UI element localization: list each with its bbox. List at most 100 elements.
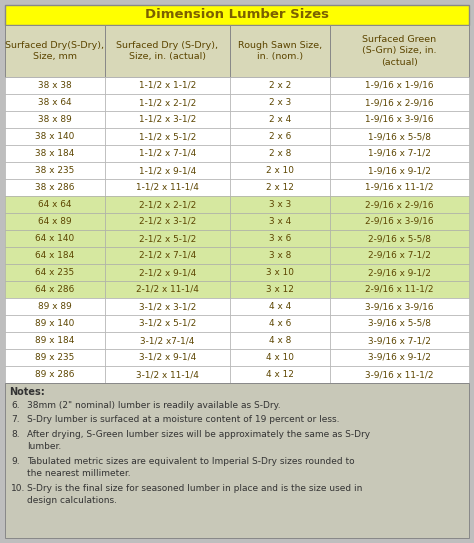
Bar — [105, 230, 230, 247]
Text: 2 x 3: 2 x 3 — [269, 98, 291, 107]
Text: 2-9/16 x 7-1/2: 2-9/16 x 7-1/2 — [368, 251, 431, 260]
Bar — [230, 366, 330, 383]
Text: 1-9/16 x 1-9/16: 1-9/16 x 1-9/16 — [365, 81, 434, 90]
Text: 89 x 140: 89 x 140 — [35, 319, 74, 328]
Text: 2 x 6: 2 x 6 — [269, 132, 291, 141]
Text: 7.: 7. — [11, 415, 19, 425]
Text: 8.: 8. — [11, 430, 19, 439]
Bar — [230, 281, 330, 298]
Bar — [5, 213, 105, 230]
Text: 89 x 235: 89 x 235 — [35, 353, 74, 362]
Bar — [230, 111, 330, 128]
Bar — [105, 128, 230, 145]
Bar — [105, 25, 230, 77]
Bar — [105, 196, 230, 213]
Text: 4 x 10: 4 x 10 — [266, 353, 294, 362]
Text: 38 x 184: 38 x 184 — [35, 149, 74, 158]
Bar — [230, 196, 330, 213]
Text: 4 x 8: 4 x 8 — [269, 336, 291, 345]
Bar — [330, 281, 469, 298]
Text: 3-1/2 x 5-1/2: 3-1/2 x 5-1/2 — [139, 319, 196, 328]
Text: 2-1/2 x 3-1/2: 2-1/2 x 3-1/2 — [139, 217, 196, 226]
Bar — [230, 179, 330, 196]
Text: 3-1/2 x 11-1/4: 3-1/2 x 11-1/4 — [136, 370, 199, 379]
Bar — [330, 366, 469, 383]
Bar — [330, 162, 469, 179]
Text: Surfaced Green
(S-Grn) Size, in.
(actual): Surfaced Green (S-Grn) Size, in. (actual… — [362, 35, 437, 67]
Text: 38 x 235: 38 x 235 — [35, 166, 74, 175]
Text: 2-1/2 x 7-1/4: 2-1/2 x 7-1/4 — [139, 251, 196, 260]
Text: 2-9/16 x 9-1/2: 2-9/16 x 9-1/2 — [368, 268, 431, 277]
Bar — [330, 298, 469, 315]
Bar — [105, 162, 230, 179]
Text: After drying, S-Green lumber sizes will be approximately the same as S-Dry
lumbe: After drying, S-Green lumber sizes will … — [27, 430, 370, 451]
Bar — [5, 281, 105, 298]
Bar — [105, 145, 230, 162]
Text: 3-9/16 x 7-1/2: 3-9/16 x 7-1/2 — [368, 336, 431, 345]
Bar — [5, 298, 105, 315]
Text: 2-1/2 x 9-1/4: 2-1/2 x 9-1/4 — [139, 268, 196, 277]
Bar — [330, 25, 469, 77]
Text: 4 x 6: 4 x 6 — [269, 319, 291, 328]
Bar — [105, 111, 230, 128]
Bar — [330, 179, 469, 196]
Bar — [230, 77, 330, 94]
Text: 3 x 3: 3 x 3 — [269, 200, 291, 209]
Bar — [330, 247, 469, 264]
Bar — [330, 349, 469, 366]
Text: 9.: 9. — [11, 457, 19, 466]
Text: 1-1/2 x 11-1/4: 1-1/2 x 11-1/4 — [136, 183, 199, 192]
Text: 2 x 12: 2 x 12 — [266, 183, 294, 192]
Bar — [105, 213, 230, 230]
Text: 3-1/2 x7-1/4: 3-1/2 x7-1/4 — [140, 336, 195, 345]
Text: Dimension Lumber Sizes: Dimension Lumber Sizes — [145, 9, 329, 22]
Text: 3 x 8: 3 x 8 — [269, 251, 291, 260]
Bar — [230, 94, 330, 111]
Bar — [230, 145, 330, 162]
Text: 3-9/16 x 3-9/16: 3-9/16 x 3-9/16 — [365, 302, 434, 311]
Text: 1-1/2 x 3-1/2: 1-1/2 x 3-1/2 — [139, 115, 196, 124]
Text: 3-1/2 x 3-1/2: 3-1/2 x 3-1/2 — [139, 302, 196, 311]
Bar — [5, 332, 105, 349]
Bar — [230, 264, 330, 281]
Bar — [230, 349, 330, 366]
Bar — [5, 77, 105, 94]
Bar — [230, 162, 330, 179]
Bar — [105, 264, 230, 281]
Bar — [105, 281, 230, 298]
Text: 1-9/16 x 5-5/8: 1-9/16 x 5-5/8 — [368, 132, 431, 141]
Text: 64 x 184: 64 x 184 — [35, 251, 74, 260]
Bar — [230, 315, 330, 332]
Text: Rough Sawn Size,
in. (nom.): Rough Sawn Size, in. (nom.) — [238, 41, 322, 61]
Text: 38 x 89: 38 x 89 — [38, 115, 72, 124]
Bar — [230, 332, 330, 349]
Text: 1-1/2 x 1-1/2: 1-1/2 x 1-1/2 — [139, 81, 196, 90]
Text: 38mm (2" nominal) lumber is readily available as S-Dry.: 38mm (2" nominal) lumber is readily avai… — [27, 401, 281, 410]
Bar — [230, 213, 330, 230]
Bar — [230, 128, 330, 145]
Text: 1-9/16 x 11-1/2: 1-9/16 x 11-1/2 — [365, 183, 434, 192]
Text: 4 x 12: 4 x 12 — [266, 370, 294, 379]
Bar — [105, 332, 230, 349]
Text: 38 x 140: 38 x 140 — [35, 132, 74, 141]
Text: 3 x 4: 3 x 4 — [269, 217, 291, 226]
Text: 38 x 38: 38 x 38 — [38, 81, 72, 90]
Text: 3-9/16 x 5-5/8: 3-9/16 x 5-5/8 — [368, 319, 431, 328]
Text: 3 x 10: 3 x 10 — [266, 268, 294, 277]
Bar — [5, 196, 105, 213]
Bar — [330, 145, 469, 162]
Text: 1-1/2 x 9-1/4: 1-1/2 x 9-1/4 — [139, 166, 196, 175]
Bar — [330, 77, 469, 94]
Bar — [5, 315, 105, 332]
Text: 2-9/16 x 5-5/8: 2-9/16 x 5-5/8 — [368, 234, 431, 243]
Bar — [330, 94, 469, 111]
Text: 2-1/2 x 5-1/2: 2-1/2 x 5-1/2 — [139, 234, 196, 243]
Bar — [330, 264, 469, 281]
Bar — [105, 366, 230, 383]
Bar — [5, 128, 105, 145]
Text: 3-1/2 x 9-1/4: 3-1/2 x 9-1/4 — [139, 353, 196, 362]
Bar — [5, 145, 105, 162]
Bar — [105, 315, 230, 332]
Bar — [5, 230, 105, 247]
Bar — [330, 230, 469, 247]
